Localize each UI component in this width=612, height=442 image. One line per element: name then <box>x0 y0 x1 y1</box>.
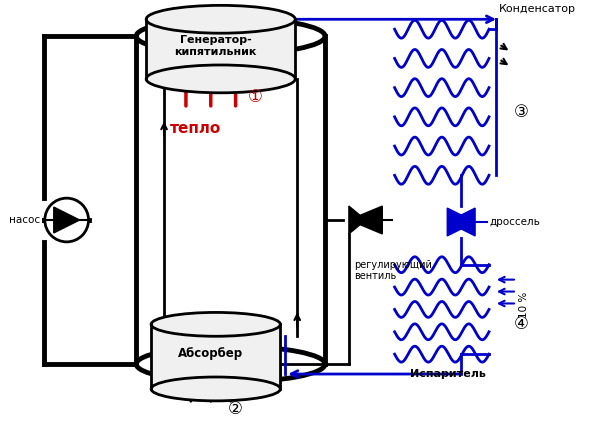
Text: ③: ③ <box>513 103 528 121</box>
Text: насос: насос <box>9 215 40 225</box>
Text: ②: ② <box>228 400 243 418</box>
Polygon shape <box>349 206 382 234</box>
Ellipse shape <box>151 312 280 336</box>
Text: ①: ① <box>248 88 263 106</box>
Text: тепло: тепло <box>170 121 222 136</box>
Text: регулирующий
вентиль: регулирующий вентиль <box>354 260 431 282</box>
Polygon shape <box>447 208 475 236</box>
Polygon shape <box>151 324 280 389</box>
Polygon shape <box>447 208 475 236</box>
Text: дроссель: дроссель <box>489 217 540 227</box>
Ellipse shape <box>146 65 295 93</box>
Ellipse shape <box>151 377 280 401</box>
Polygon shape <box>136 36 325 364</box>
Text: Абсорбер: Абсорбер <box>178 347 244 360</box>
Polygon shape <box>349 206 365 234</box>
Text: ④: ④ <box>513 315 528 333</box>
Ellipse shape <box>136 18 325 54</box>
Text: Испаритель: Испаритель <box>409 369 485 379</box>
Text: Генератор-
кипятильник: Генератор- кипятильник <box>174 35 257 57</box>
Text: 10 %: 10 % <box>519 291 529 318</box>
Polygon shape <box>54 207 80 233</box>
Ellipse shape <box>146 5 295 33</box>
Text: Конденсатор: Конденсатор <box>499 4 576 14</box>
Ellipse shape <box>136 346 325 382</box>
Circle shape <box>45 198 89 242</box>
Polygon shape <box>146 19 295 79</box>
